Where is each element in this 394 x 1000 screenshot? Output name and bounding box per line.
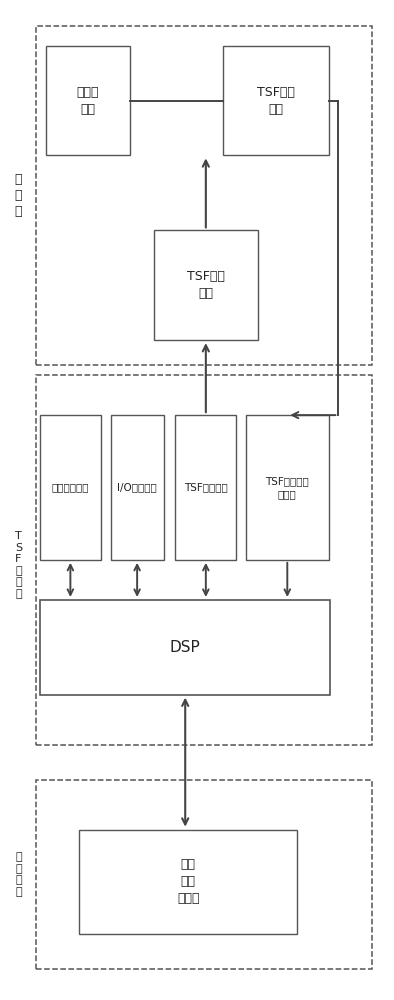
Text: I/O信号处理: I/O信号处理 bbox=[117, 483, 157, 493]
Text: 操
作
界
面: 操 作 界 面 bbox=[15, 852, 22, 897]
Text: TSF晶闸管状
态反馈: TSF晶闸管状 态反馈 bbox=[266, 476, 309, 499]
Bar bbox=[246, 415, 329, 560]
Text: TSF触发
系统: TSF触发 系统 bbox=[256, 86, 294, 116]
Bar bbox=[36, 26, 372, 365]
Bar bbox=[223, 46, 329, 155]
Bar bbox=[36, 375, 372, 745]
Text: TSF触发
系统: TSF触发 系统 bbox=[187, 270, 225, 300]
Bar bbox=[111, 415, 164, 560]
Bar bbox=[36, 780, 372, 969]
Bar bbox=[79, 830, 297, 934]
Text: DSP: DSP bbox=[170, 640, 201, 655]
Bar bbox=[154, 230, 258, 340]
Text: 数据采集单元: 数据采集单元 bbox=[52, 483, 89, 493]
Bar bbox=[40, 415, 101, 560]
Text: 主
电
路: 主 电 路 bbox=[15, 173, 22, 218]
Text: 显示
与控
制界面: 显示 与控 制界面 bbox=[177, 858, 199, 905]
Bar bbox=[175, 415, 236, 560]
Bar bbox=[40, 600, 331, 695]
Bar bbox=[46, 46, 130, 155]
Text: T
S
F
控
制
器: T S F 控 制 器 bbox=[15, 531, 22, 599]
Text: 熔断器
保护: 熔断器 保护 bbox=[77, 86, 99, 116]
Text: TSF触发脉冲: TSF触发脉冲 bbox=[184, 483, 228, 493]
